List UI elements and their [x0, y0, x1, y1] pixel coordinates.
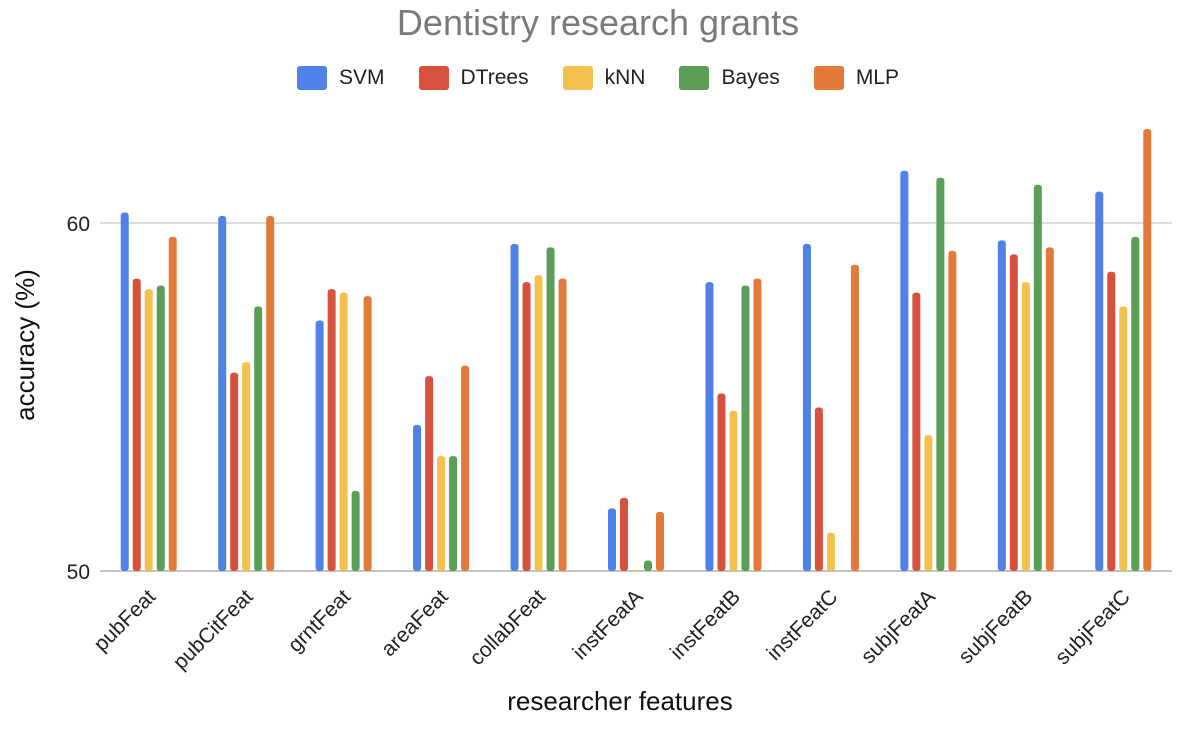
- bar: [425, 376, 434, 571]
- bar: [1143, 129, 1152, 572]
- bar: [363, 296, 372, 571]
- legend-swatch: [813, 66, 844, 90]
- bar: [717, 393, 726, 571]
- bar: [132, 278, 141, 571]
- y-tick-label: 60: [67, 213, 90, 236]
- bar: [729, 410, 738, 571]
- bar: [461, 365, 470, 571]
- x-tick-label: subjFeatA: [857, 585, 940, 668]
- bar: [814, 407, 823, 571]
- legend-item: SVM: [297, 66, 385, 90]
- bar: [802, 243, 811, 571]
- bar: [120, 212, 129, 571]
- bar: [741, 285, 750, 571]
- bar: [254, 306, 263, 571]
- bar: [608, 508, 616, 571]
- chart-title: Dentistry research grants: [396, 2, 800, 43]
- legend-swatch: [297, 66, 327, 90]
- bar: [156, 285, 165, 571]
- bar: [936, 177, 945, 571]
- bar: [705, 282, 714, 571]
- bar: [850, 264, 859, 571]
- x-tick-label: areaFeat: [377, 585, 453, 661]
- bar: [144, 289, 153, 571]
- legend-swatch: [679, 66, 710, 90]
- bar: [327, 289, 336, 571]
- bar: [339, 292, 348, 571]
- legend-label: MLP: [855, 66, 899, 89]
- legend-item: kNN: [562, 66, 646, 90]
- bar: [510, 243, 519, 571]
- bar: [437, 456, 446, 571]
- bar: [1021, 282, 1030, 571]
- x-tick-label: pubCitFeat: [169, 585, 258, 674]
- x-tick-label: subjFeatB: [954, 585, 1037, 668]
- x-tick-label: instFeatB: [666, 585, 745, 664]
- bar: [900, 170, 909, 572]
- legend-label: SVM: [339, 66, 385, 89]
- bar: [230, 372, 239, 571]
- legend: SVM DTrees kNN Bayes MLP: [0, 66, 1196, 90]
- legend-swatch: [562, 66, 593, 90]
- bar: [449, 456, 458, 571]
- x-tick-label: grntFeat: [284, 585, 356, 657]
- bar: [620, 497, 628, 571]
- bar: [558, 278, 567, 571]
- bar: [1033, 184, 1042, 571]
- x-tick-label: instFeatA: [569, 585, 648, 664]
- legend-item: MLP: [813, 66, 899, 90]
- bar: [1095, 191, 1104, 571]
- bar: [218, 216, 227, 572]
- legend-label: Bayes: [721, 66, 780, 89]
- bar: [546, 247, 555, 572]
- bar: [1009, 254, 1018, 571]
- bar: [1119, 306, 1128, 571]
- x-tick-label: instFeatC: [763, 585, 843, 665]
- y-tick-label: 50: [67, 561, 90, 584]
- bar: [242, 362, 251, 571]
- legend-item: Bayes: [679, 66, 780, 90]
- bar: [315, 320, 324, 571]
- y-axis-label: accuracy (%): [10, 269, 40, 421]
- bar: [1107, 271, 1116, 571]
- bar: [522, 282, 531, 571]
- bar: [168, 236, 177, 572]
- bar: [413, 424, 422, 571]
- bar: [656, 511, 664, 571]
- x-tick-label: subjFeatC: [1051, 585, 1135, 669]
- legend-item: DTrees: [418, 66, 529, 90]
- bar: [534, 275, 543, 571]
- bar: [948, 250, 957, 571]
- bar: [924, 435, 933, 571]
- bar: [632, 570, 640, 571]
- x-tick-label: collabFeat: [465, 585, 550, 670]
- x-axis-label: researcher features: [507, 686, 732, 716]
- legend-label: kNN: [604, 66, 646, 89]
- legend-label: DTrees: [460, 66, 529, 89]
- bar: [826, 532, 835, 571]
- bar: [1131, 236, 1140, 572]
- bar: [266, 216, 275, 572]
- bar: [912, 292, 921, 571]
- bar: [644, 560, 652, 571]
- bar: [351, 490, 360, 571]
- bar: [997, 240, 1006, 571]
- legend-swatch: [418, 66, 449, 90]
- bar: [753, 278, 762, 571]
- x-tick-label: pubFeat: [90, 585, 161, 656]
- bar: [1045, 247, 1054, 572]
